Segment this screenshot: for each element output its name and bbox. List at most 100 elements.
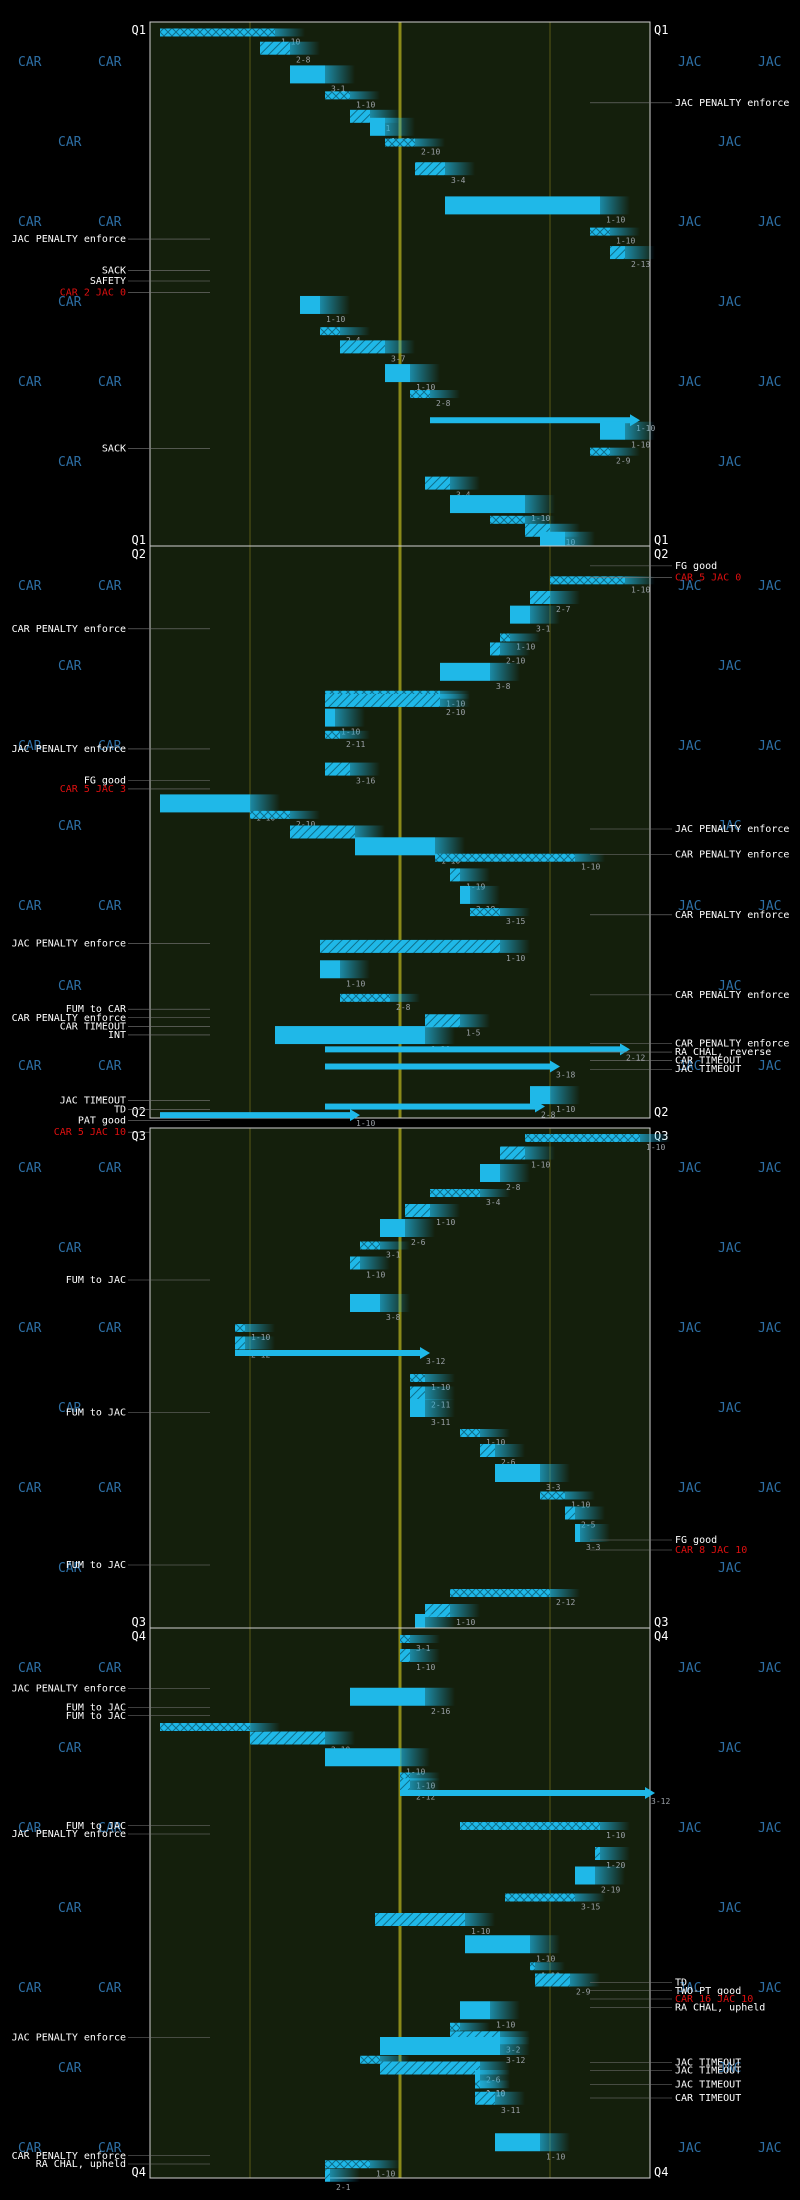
play-fade — [425, 1386, 455, 1400]
quarter-start-label-right: Q1 — [654, 23, 668, 37]
team-label: JAC — [758, 1059, 781, 1074]
play-bar — [360, 2055, 380, 2064]
event-label: JAC PENALTY enforce — [12, 1683, 126, 1694]
play-fade — [540, 2133, 570, 2152]
quarter-end-label-left: Q4 — [132, 2165, 146, 2179]
down-distance-label: 2-1 — [336, 2183, 351, 2192]
down-distance-label: 3-4 — [451, 176, 466, 185]
play-bar — [575, 1866, 595, 1885]
event-label: JAC PENALTY enforce — [12, 744, 126, 755]
down-distance-label: 1-10 — [606, 1831, 625, 1840]
down-distance-label: 2-6 — [411, 1238, 426, 1247]
team-label: CAR — [18, 739, 42, 754]
play-bar — [460, 1822, 600, 1830]
play-fade — [410, 1649, 440, 1662]
down-distance-label: 1-10 — [506, 954, 525, 963]
event-label: FUM to JAC — [66, 1275, 126, 1286]
play-bar — [565, 1506, 575, 1520]
event-label: RA CHAL, reverse — [675, 1047, 771, 1058]
down-distance-label: 1-10 — [606, 215, 625, 224]
play-fade — [340, 960, 370, 979]
team-label: JAC — [758, 739, 781, 754]
team-label: CAR — [98, 1981, 122, 1996]
down-distance-label: 1-10 — [646, 1143, 665, 1152]
team-label: JAC — [678, 1321, 701, 1336]
quarter-end-label-right: Q1 — [654, 533, 668, 547]
play-bar — [500, 1146, 525, 1160]
team-label: CAR — [58, 1561, 82, 1576]
play-bar — [410, 1399, 425, 1417]
play-bar — [505, 1893, 575, 1902]
event-label: INT — [108, 1030, 126, 1041]
play-bar — [450, 2022, 460, 2031]
down-distance-label: 1-10 — [436, 1218, 455, 1227]
play-fade — [500, 939, 530, 953]
event-label: JAC PENALTY enforce — [675, 98, 789, 109]
play-fade — [340, 327, 370, 336]
play-bar — [400, 1778, 410, 1792]
play-bar — [320, 960, 340, 979]
play-fade — [625, 576, 655, 585]
down-distance-label: 1-10 — [631, 585, 650, 594]
team-label: CAR — [18, 1059, 42, 1074]
play-bar — [350, 1294, 380, 1312]
team-label: CAR — [58, 659, 82, 674]
play-bar — [275, 1026, 425, 1045]
quarter-1: Q1 Q1 Q1 Q1 CAR CAR JAC JAC CAR JAC CAR CAR JAC JAC CA… — [12, 21, 789, 560]
down-distance-label: 2-8 — [396, 1003, 411, 1012]
score-label: CAR 2 JAC 0 — [60, 288, 126, 299]
event-label: TWO-PT good — [675, 1986, 741, 1997]
down-distance-label: 3-3 — [586, 1543, 601, 1552]
play-bar — [160, 28, 275, 37]
team-label: CAR — [58, 295, 82, 310]
play-bar — [425, 1014, 460, 1028]
team-label: CAR — [18, 1661, 42, 1676]
quarter-end-label-left: Q3 — [132, 1615, 146, 1629]
down-distance-label: 3-15 — [506, 917, 525, 926]
team-label: CAR — [18, 1321, 42, 1336]
down-distance-label: 3-4 — [486, 1198, 501, 1207]
down-distance-label: 3-18 — [556, 1071, 575, 1080]
event-label: FUM to JAC — [66, 1560, 126, 1571]
team-label: CAR — [58, 1401, 82, 1416]
score-label: CAR 5 JAC 0 — [675, 572, 741, 583]
play-fade — [580, 1524, 610, 1542]
play-fade — [460, 1014, 490, 1028]
play-bar — [235, 1324, 245, 1332]
play-fade — [245, 1324, 275, 1332]
team-label: CAR — [58, 1741, 82, 1756]
play-bar — [375, 1913, 465, 1926]
team-label: JAC — [718, 819, 741, 834]
play-fade — [410, 1635, 440, 1643]
play-bar — [400, 1772, 410, 1781]
play-fade — [360, 1256, 390, 1270]
play-bar — [415, 1614, 425, 1632]
team-label: CAR — [58, 455, 82, 470]
play-bar — [160, 1723, 250, 1731]
play-fade — [250, 1723, 280, 1731]
team-label: JAC — [678, 1161, 701, 1176]
quarter-end-label-left: Q2 — [132, 1105, 146, 1119]
play-fade — [575, 1893, 605, 1902]
play-fade — [385, 340, 415, 354]
play-fade — [565, 1491, 595, 1500]
play-fade — [430, 1204, 460, 1217]
play-bar — [405, 1204, 430, 1217]
drive-arrow-head — [350, 1109, 360, 1122]
play-bar — [300, 295, 320, 314]
play-bar — [460, 885, 470, 904]
event-label: FG good — [675, 1535, 717, 1546]
team-label: CAR — [98, 1661, 122, 1676]
team-label: JAC — [718, 135, 741, 150]
team-label: CAR — [18, 375, 42, 390]
event-label: FUM to JAC — [66, 1408, 126, 1419]
play-fade — [480, 2080, 510, 2089]
play-bar — [575, 1524, 580, 1542]
team-label: CAR — [98, 1059, 122, 1074]
down-distance-label: 3-8 — [496, 682, 511, 691]
play-bar — [530, 1962, 535, 1971]
play-bar — [380, 2061, 480, 2075]
play-bar — [430, 417, 630, 424]
play-bar — [350, 109, 370, 123]
